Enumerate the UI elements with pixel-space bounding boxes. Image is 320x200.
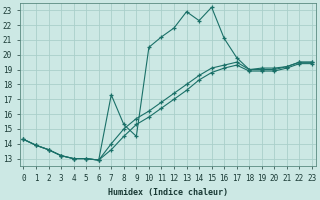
X-axis label: Humidex (Indice chaleur): Humidex (Indice chaleur): [108, 188, 228, 197]
